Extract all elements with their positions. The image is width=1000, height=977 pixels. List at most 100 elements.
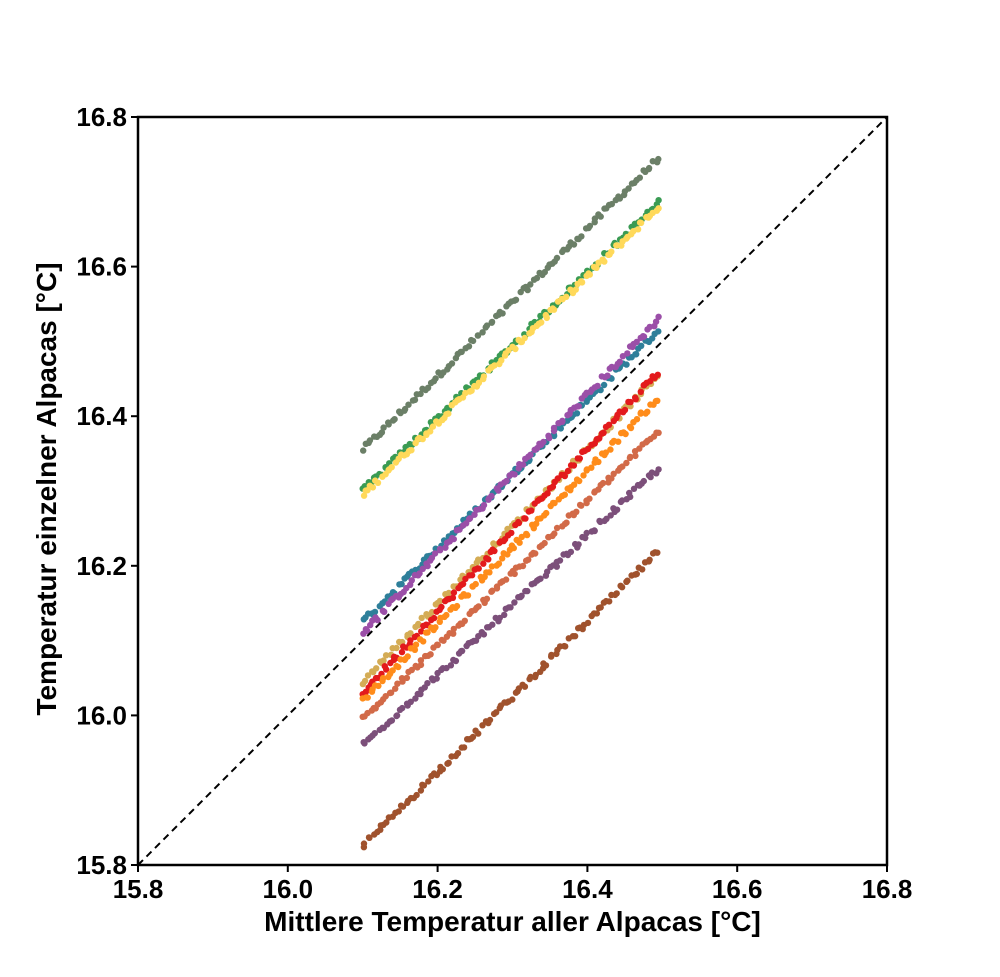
data-point [393,644,400,652]
data-point [621,406,629,414]
data-point [637,388,644,395]
data-point [472,580,479,588]
reference-diagonal-line [137,116,888,866]
data-point [595,458,602,466]
data-point [564,467,572,475]
data-point [600,429,607,436]
data-point [632,452,639,460]
data-point [381,608,388,615]
data-point [445,589,452,597]
data-point [570,481,578,488]
data-point [388,717,396,724]
data-point [613,506,621,513]
y-tick-label: 16.0 [76,700,127,730]
data-point [573,508,580,515]
data-point [411,646,419,653]
data-point [448,360,456,367]
data-point [373,665,380,672]
data-point [434,641,441,649]
data-point [436,545,444,553]
data-point [399,678,406,685]
series-7 [359,397,661,702]
data-point [387,689,395,696]
data-point [395,808,402,815]
data-point [445,759,452,766]
data-point [447,662,455,669]
data-point [485,556,492,563]
data-point [519,461,527,468]
data-point [433,675,440,682]
data-point [419,435,426,443]
data-point [417,657,425,664]
data-point [475,603,482,610]
data-point [419,565,426,572]
data-point [398,648,406,656]
data-point [450,589,458,596]
data-point [449,594,457,601]
data-point [532,550,539,557]
data-point [445,410,452,417]
data-point [398,580,405,588]
data-point [608,248,615,255]
data-point [655,155,662,163]
data-point [430,614,438,622]
data-point [364,672,372,679]
data-point [546,434,553,442]
data-point [594,382,601,390]
series-8 [359,429,662,720]
data-point [427,428,434,435]
data-point [548,653,555,660]
data-point [647,378,654,385]
x-tick-label: 15.8 [113,874,164,904]
data-point [583,529,590,537]
data-point [654,397,661,404]
data-point [413,791,420,799]
data-point [553,524,561,532]
data-point [460,744,468,751]
data-point [428,554,436,562]
data-point [375,682,382,690]
series-4 [360,313,662,637]
data-point [401,405,409,413]
data-point [371,608,379,616]
data-point [633,416,641,423]
data-point [522,515,529,522]
data-point [655,466,662,473]
data-point [645,164,653,172]
data-point [453,602,461,610]
data-point [542,662,550,669]
data-point [616,195,624,202]
plot-frame [136,115,889,867]
data-point [511,471,518,478]
data-point [556,557,564,564]
y-tick-label: 16.2 [76,551,127,581]
data-point [495,560,503,567]
data-point [424,629,431,636]
data-point [515,519,523,527]
data-point [405,401,412,408]
series-9 [360,466,662,747]
x-tick-label: 16.2 [412,874,463,904]
data-point [550,306,558,313]
data-point [469,337,477,345]
data-point [563,519,570,526]
x-tick-label: 16.4 [562,874,613,904]
data-point [475,730,482,737]
data-point [436,597,444,605]
data-point [553,563,560,570]
data-point [570,241,578,248]
data-point [573,410,581,417]
data-point [483,595,491,602]
data-point [450,625,457,633]
data-point [475,556,482,563]
data-point [575,541,582,548]
data-point [432,624,439,631]
data-point [493,585,501,592]
data-point [584,445,592,453]
data-point [382,652,390,659]
data-point [491,362,498,369]
data-point [602,449,609,456]
data-point [527,281,534,288]
data-point [543,314,550,322]
